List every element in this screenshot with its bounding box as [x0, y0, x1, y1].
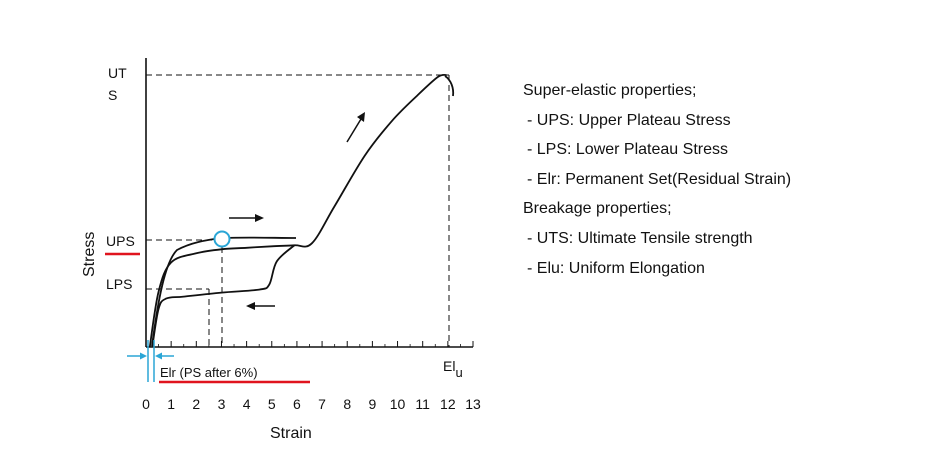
unloading-curve — [151, 244, 296, 348]
x-tick-label-3: 3 — [218, 396, 226, 412]
direction-arrows — [229, 112, 365, 310]
lps-label: LPS — [106, 276, 132, 292]
legend-heading-superelastic: Super-elastic properties; — [523, 82, 697, 99]
guide-lines — [146, 74, 450, 347]
x-tick-label-13: 13 — [465, 396, 481, 412]
x-tick-label-7: 7 — [318, 396, 326, 412]
residual-label: Elr (PS after 6%) — [160, 365, 258, 380]
fracture-drop — [444, 75, 455, 97]
x-tick-label-10: 10 — [390, 396, 406, 412]
first-cycle-curve — [151, 236, 297, 347]
x-tick-labels: 0 1 2 3 4 5 6 7 8 9 10 11 12 13 — [142, 396, 481, 412]
x-tick-label-1: 1 — [167, 396, 175, 412]
x-tick-label-4: 4 — [243, 396, 251, 412]
ups-label: UPS — [106, 233, 135, 249]
legend-item-elu: - Elu: Uniform Elongation — [527, 259, 705, 277]
legend-panel: Super-elastic properties; - UPS: Upper P… — [523, 76, 791, 283]
legend-item-uts: - UTS: Ultimate Tensile strength — [527, 229, 753, 247]
x-tick-label-2: 2 — [192, 396, 200, 412]
legend-item-lps: - LPS: Lower Plateau Stress — [527, 141, 728, 159]
legend-heading-breakage: Breakage properties; — [523, 200, 672, 218]
x-tick-label-9: 9 — [368, 396, 376, 412]
legend-item-elr: - Elr: Permanent Set(Residual Strain) — [527, 170, 792, 188]
elu-label: Elu — [443, 358, 463, 380]
y-axis-title: Stress — [81, 232, 98, 277]
uts-label-line2: S — [108, 87, 117, 103]
uts-label-line1: UT — [108, 65, 127, 81]
x-tick-label-12: 12 — [440, 396, 456, 412]
x-axis-title: Strain — [270, 425, 312, 442]
loading-curve — [148, 73, 447, 348]
arrow-up-diagonal — [346, 118, 362, 143]
x-tick-label-11: 11 — [415, 396, 430, 412]
x-tick-label-6: 6 — [293, 396, 301, 412]
legend-item-ups: - UPS: Upper Plateau Stress — [527, 111, 731, 129]
x-tick-label-0: 0 — [142, 396, 150, 412]
x-tick-label-5: 5 — [268, 396, 276, 412]
x-tick-label-8: 8 — [343, 396, 351, 412]
x-ticks — [145, 341, 474, 347]
residual-strain-marker — [127, 340, 174, 382]
ups-marker-circle — [213, 230, 231, 248]
